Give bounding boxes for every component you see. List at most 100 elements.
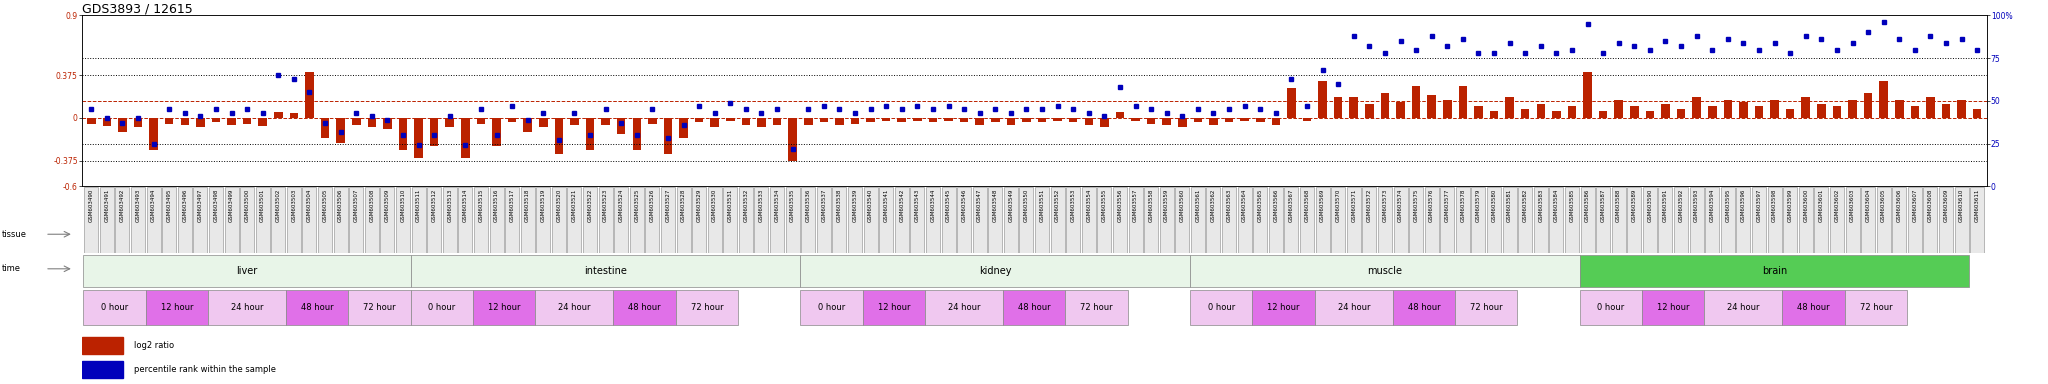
Text: GSM603514: GSM603514 xyxy=(463,189,467,222)
Bar xyxy=(991,118,999,122)
Bar xyxy=(322,118,330,138)
Text: GSM603536: GSM603536 xyxy=(805,189,811,222)
FancyBboxPatch shape xyxy=(1923,187,1937,253)
Text: GSM603505: GSM603505 xyxy=(324,189,328,222)
FancyBboxPatch shape xyxy=(1378,187,1393,253)
Text: 72 hour: 72 hour xyxy=(690,303,723,312)
Text: GSM603585: GSM603585 xyxy=(1569,189,1575,222)
Bar xyxy=(1178,118,1186,127)
Text: GSM603542: GSM603542 xyxy=(899,189,905,222)
FancyBboxPatch shape xyxy=(412,187,426,253)
FancyBboxPatch shape xyxy=(1470,187,1485,253)
Text: GSM603562: GSM603562 xyxy=(1210,189,1217,222)
Text: GSM603605: GSM603605 xyxy=(1882,189,1886,222)
Bar xyxy=(1427,95,1436,118)
Bar xyxy=(1833,106,1841,118)
FancyBboxPatch shape xyxy=(162,187,176,253)
Text: GSM603540: GSM603540 xyxy=(868,189,872,222)
FancyBboxPatch shape xyxy=(178,187,193,253)
FancyBboxPatch shape xyxy=(831,187,846,253)
FancyBboxPatch shape xyxy=(131,187,145,253)
FancyBboxPatch shape xyxy=(942,187,956,253)
Text: GSM603525: GSM603525 xyxy=(635,189,639,222)
Text: GSM603595: GSM603595 xyxy=(1724,189,1731,222)
FancyBboxPatch shape xyxy=(365,187,379,253)
FancyBboxPatch shape xyxy=(662,187,676,253)
FancyBboxPatch shape xyxy=(723,187,737,253)
Text: GSM603566: GSM603566 xyxy=(1274,189,1278,222)
Bar xyxy=(305,72,313,118)
Text: GSM603568: GSM603568 xyxy=(1305,189,1309,222)
Text: GSM603570: GSM603570 xyxy=(1335,189,1341,222)
Bar xyxy=(897,118,905,122)
FancyBboxPatch shape xyxy=(1206,187,1221,253)
Text: GSM603500: GSM603500 xyxy=(244,189,250,222)
Text: kidney: kidney xyxy=(979,266,1012,276)
Text: GSM603515: GSM603515 xyxy=(479,189,483,222)
Text: GSM603565: GSM603565 xyxy=(1257,189,1264,222)
Bar xyxy=(1972,109,1982,118)
FancyBboxPatch shape xyxy=(1782,290,1845,325)
Text: GSM603552: GSM603552 xyxy=(1055,189,1061,222)
Text: 72 hour: 72 hour xyxy=(1470,303,1503,312)
FancyBboxPatch shape xyxy=(1004,187,1018,253)
Text: GSM603592: GSM603592 xyxy=(1679,189,1683,222)
Text: GSM603545: GSM603545 xyxy=(946,189,950,222)
Text: GSM603533: GSM603533 xyxy=(760,189,764,222)
Text: GSM603607: GSM603607 xyxy=(1913,189,1917,222)
Bar xyxy=(727,118,735,121)
FancyBboxPatch shape xyxy=(1065,290,1128,325)
Text: GSM603501: GSM603501 xyxy=(260,189,266,222)
FancyBboxPatch shape xyxy=(1128,187,1143,253)
Bar xyxy=(1366,104,1374,118)
Text: GSM603603: GSM603603 xyxy=(1849,189,1855,222)
Bar xyxy=(680,118,688,138)
Bar xyxy=(1085,118,1094,125)
FancyBboxPatch shape xyxy=(1565,187,1579,253)
Bar xyxy=(1552,111,1561,118)
Bar xyxy=(913,118,922,121)
Bar xyxy=(1802,98,1810,118)
Bar xyxy=(1536,104,1544,118)
FancyBboxPatch shape xyxy=(1300,187,1315,253)
Text: GSM603543: GSM603543 xyxy=(915,189,920,222)
Bar xyxy=(1708,106,1716,118)
FancyBboxPatch shape xyxy=(412,290,473,325)
Bar xyxy=(180,118,188,125)
Bar xyxy=(1333,98,1341,118)
Text: GSM603531: GSM603531 xyxy=(727,189,733,222)
FancyBboxPatch shape xyxy=(1954,187,1968,253)
Text: GSM603534: GSM603534 xyxy=(774,189,780,222)
Text: 0 hour: 0 hour xyxy=(100,303,129,312)
Text: GSM603539: GSM603539 xyxy=(852,189,858,222)
Text: GSM603591: GSM603591 xyxy=(1663,189,1667,222)
FancyBboxPatch shape xyxy=(848,187,862,253)
Bar xyxy=(1614,100,1622,118)
Bar xyxy=(944,118,952,121)
Text: GSM603526: GSM603526 xyxy=(649,189,655,222)
Text: 48 hour: 48 hour xyxy=(301,303,334,312)
FancyBboxPatch shape xyxy=(598,187,612,253)
Bar xyxy=(461,118,469,158)
Text: GSM603577: GSM603577 xyxy=(1444,189,1450,222)
FancyBboxPatch shape xyxy=(1034,187,1049,253)
FancyBboxPatch shape xyxy=(1112,187,1126,253)
Bar xyxy=(711,118,719,127)
Text: GSM603594: GSM603594 xyxy=(1710,189,1714,222)
FancyBboxPatch shape xyxy=(1020,187,1034,253)
Text: GSM603582: GSM603582 xyxy=(1524,189,1528,222)
FancyBboxPatch shape xyxy=(926,187,940,253)
Text: GSM603521: GSM603521 xyxy=(571,189,578,222)
Bar xyxy=(1116,112,1124,118)
Bar xyxy=(1194,118,1202,122)
Text: 12 hour: 12 hour xyxy=(1268,303,1300,312)
Bar xyxy=(1489,111,1499,118)
Bar xyxy=(1147,118,1155,124)
FancyBboxPatch shape xyxy=(256,187,270,253)
Bar xyxy=(352,118,360,125)
Text: GDS3893 / 12615: GDS3893 / 12615 xyxy=(82,2,193,15)
Text: GSM603555: GSM603555 xyxy=(1102,189,1106,222)
Text: 48 hour: 48 hour xyxy=(1798,303,1829,312)
Text: GSM603492: GSM603492 xyxy=(121,189,125,222)
FancyBboxPatch shape xyxy=(1595,187,1610,253)
